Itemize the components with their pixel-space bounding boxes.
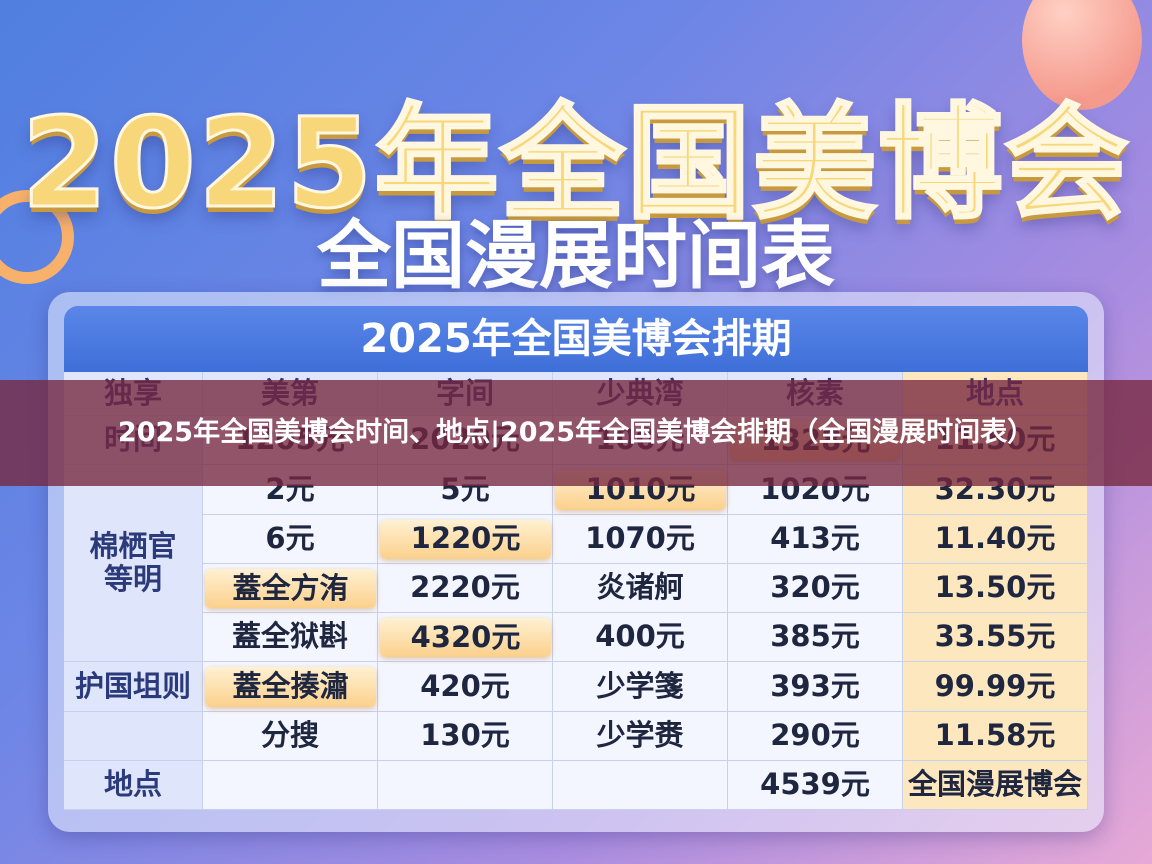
group-label-line: 等明	[103, 562, 162, 597]
table-cell: 33.55元	[903, 613, 1088, 663]
table-cell: 400元	[553, 613, 728, 663]
row-label	[64, 711, 203, 761]
table-cell: 炎诸舸	[553, 563, 728, 613]
table-cell: 420元	[378, 662, 553, 712]
table-cell: 全国漫展博会	[903, 760, 1088, 810]
caption-text: 2025年全国美博会时间、地点|2025年全国美博会排期（全国漫展时间表）	[117, 417, 1035, 448]
table-cell-bg	[378, 514, 553, 564]
table-cell: 99.99元	[903, 662, 1088, 712]
table-cell	[378, 760, 553, 810]
row-label: 地点	[64, 760, 203, 810]
table-cell-bg	[203, 563, 378, 613]
table-cell: 130元	[378, 711, 553, 761]
table-title: 2025年全国美博会排期	[64, 306, 1088, 372]
group-label-line: 棉栖官	[89, 528, 177, 563]
table-cell: 320元	[728, 563, 903, 613]
balloon-decoration	[1022, 0, 1142, 110]
table-cell	[203, 760, 378, 810]
table-cell-bg	[203, 662, 378, 712]
table-cell: 6元	[203, 514, 378, 564]
table-cell-bg	[553, 465, 728, 515]
subtitle: 全国漫展时间表	[317, 213, 835, 299]
table-cell: 少学赉	[553, 711, 728, 761]
table-cell: 少学箋	[553, 662, 728, 712]
highlight-cell: 蓋全方洧	[205, 568, 376, 608]
table-cell: 393元	[728, 662, 903, 712]
highlight-cell: 4320元	[380, 618, 551, 658]
table-cell: 4539元	[728, 760, 903, 810]
caption-banner: 2025年全国美博会时间、地点|2025年全国美博会排期（全国漫展时间表）	[0, 380, 1152, 486]
table-cell	[553, 760, 728, 810]
table-cell: 11.58元	[903, 711, 1088, 761]
table-cell: 290元	[728, 711, 903, 761]
main-title: 2025年全国美博会	[20, 91, 1131, 238]
highlight-cell: 蓋全揍潚	[205, 667, 376, 707]
table-cell: 1070元	[553, 514, 728, 564]
table-cell: 分搜	[203, 711, 378, 761]
table-cell: 蓋全狱斟	[203, 613, 378, 663]
table-cell-bg	[378, 613, 553, 663]
table-cell: 11.40元	[903, 514, 1088, 564]
table-cell: 385元	[728, 613, 903, 663]
table-cell: 2220元	[378, 563, 553, 613]
highlight-cell: 1220元	[380, 519, 551, 559]
table-cell: 13.50元	[903, 563, 1088, 613]
table-cell: 413元	[728, 514, 903, 564]
row-label: 护国坥则	[64, 662, 203, 712]
group-label: 棉栖官 等明	[64, 465, 203, 663]
